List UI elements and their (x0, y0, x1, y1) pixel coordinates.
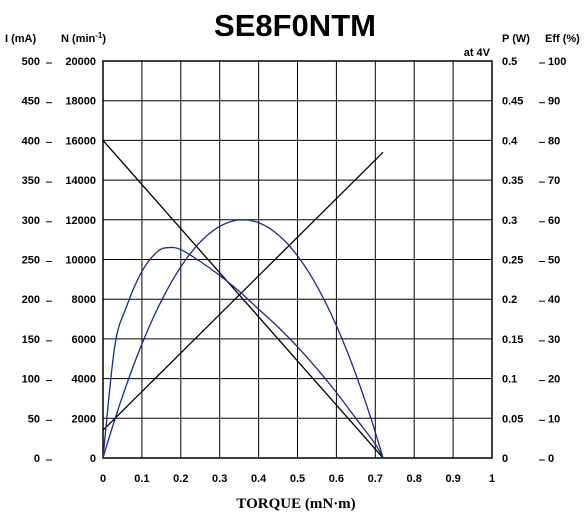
current-tick-label: 200 (22, 294, 40, 306)
power-tick-label: 0.25 (502, 255, 523, 267)
current-tick-label: 100 (22, 374, 40, 386)
efficiency-tick-label: 20 (548, 374, 560, 386)
axis-label-efficiency: Eff (%) (545, 33, 580, 45)
x-tick-label: 0.4 (251, 473, 267, 485)
efficiency-tick-label: 80 (548, 135, 560, 147)
current-tick-label: 250 (22, 255, 40, 267)
grid (46, 60, 545, 461)
x-tick-label: 0.7 (368, 473, 383, 485)
current-tick-label: 350 (22, 175, 40, 187)
power-tick-label: 0.3 (502, 215, 517, 227)
power-tick-label: 0.35 (502, 175, 523, 187)
power-tick-label: 0.05 (502, 413, 523, 425)
voltage-condition: at 4V (464, 47, 491, 59)
series-power-line (102, 219, 384, 459)
series-layer (102, 139, 384, 459)
chart-title: SE8F0NTM (214, 8, 376, 43)
power-tick-label: 0.1 (502, 374, 517, 386)
efficiency-tick-label: 100 (548, 56, 566, 68)
power-tick-label: 0.5 (502, 56, 517, 68)
x-axis-label: TORQUE (mN·m) (236, 496, 355, 512)
speed-tick-label: 16000 (65, 135, 96, 147)
x-tick-label: 0.9 (445, 473, 460, 485)
efficiency-tick-label: 10 (548, 413, 560, 425)
efficiency-tick-label: 40 (548, 294, 560, 306)
x-tick-label: 0.1 (134, 473, 149, 485)
power-tick-label: 0.2 (502, 294, 517, 306)
speed-tick-label: 8000 (72, 294, 96, 306)
efficiency-tick-label: 30 (548, 334, 560, 346)
efficiency-tick-label: 60 (548, 215, 560, 227)
speed-tick-label: 4000 (72, 374, 96, 386)
power-tick-label: 0.4 (502, 135, 518, 147)
x-tick-label: 0.6 (329, 473, 344, 485)
series-efficiency-line (102, 246, 384, 459)
current-tick-label: 300 (22, 215, 40, 227)
speed-tick-label: 0 (90, 453, 96, 465)
speed-tick-label: 6000 (72, 334, 96, 346)
current-tick-label: 400 (22, 135, 40, 147)
plot-frame (102, 60, 493, 459)
speed-tick-label: 20000 (65, 56, 96, 68)
efficiency-tick-label: 90 (548, 96, 560, 108)
speed-tick-label: 10000 (65, 255, 96, 267)
efficiency-tick-label: 70 (548, 175, 560, 187)
current-tick-label: 450 (22, 96, 40, 108)
power-tick-label: 0 (502, 453, 508, 465)
current-tick-label: 150 (22, 334, 40, 346)
speed-tick-label: 18000 (65, 96, 96, 108)
series-current-line (102, 151, 384, 431)
efficiency-tick-label: 50 (548, 255, 560, 267)
current-tick-label: 0 (34, 453, 40, 465)
current-tick-label: 500 (22, 56, 40, 68)
series-speed-line (102, 139, 384, 459)
x-tick-label: 0 (100, 473, 106, 485)
x-tick-label: 0.3 (212, 473, 227, 485)
x-tick-label: 1 (489, 473, 495, 485)
x-tick-label: 0.8 (407, 473, 422, 485)
axis-label-speed: N (min-1) (61, 31, 106, 45)
speed-tick-label: 12000 (65, 215, 96, 227)
x-tick-label: 0.5 (290, 473, 305, 485)
axis-label-power: P (W) (502, 33, 530, 45)
power-tick-label: 0.15 (502, 334, 523, 346)
axis-label-current: I (mA) (5, 33, 37, 45)
speed-tick-label: 14000 (65, 175, 96, 187)
speed-tick-label: 2000 (72, 413, 96, 425)
power-tick-label: 0.45 (502, 96, 523, 108)
efficiency-tick-label: 0 (548, 453, 554, 465)
current-tick-label: 50 (28, 413, 40, 425)
tick-labels: 0 0.1 0.2 0.3 0.4 0.5 0.6 0.7 0.8 0.9 105010015020… (22, 56, 567, 485)
x-tick-label: 0.2 (173, 473, 188, 485)
